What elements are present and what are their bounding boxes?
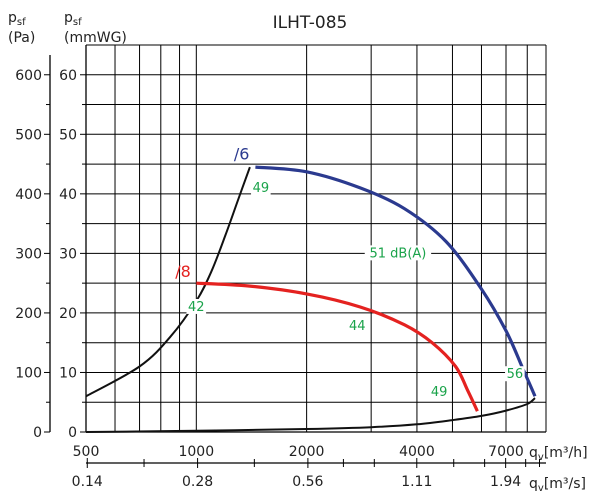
y-tick-label-pa: 0: [33, 425, 42, 441]
y-tick-label-mm: 0: [68, 425, 77, 441]
chart-title: ILHT-085: [273, 13, 348, 33]
y-tick-label-mm: 40: [59, 187, 77, 203]
x-tick-label-m3s: 0.28: [182, 474, 213, 490]
x-tick-label-m3h: 1000: [178, 444, 214, 460]
y-tick-label-pa: 600: [15, 68, 42, 84]
y-tick-label-pa: 100: [15, 365, 42, 381]
x-tick-label-m3s: 1.94: [490, 474, 521, 490]
y-tick-label-pa: 300: [15, 246, 42, 262]
x-axis-label-m3s: qv[m³/s]: [529, 476, 586, 494]
chart-labels: /6/8 49 51 dB(A) 42 44 49 56: [175, 144, 525, 400]
sound-level-label: 42: [188, 300, 205, 315]
y-tick-label-pa: 500: [15, 127, 42, 143]
speed-label: /6: [234, 144, 250, 163]
y-tick-label-pa: 200: [15, 306, 42, 322]
y-tick-label-mm: 50: [59, 127, 77, 143]
x-tick-label-m3s: 0.14: [72, 474, 103, 490]
sound-level-label: 56: [507, 367, 524, 382]
system-curve-line: [85, 397, 536, 433]
y-tick-label-pa: 400: [15, 187, 42, 203]
system-curve-line: [85, 166, 251, 398]
sound-label-background: [364, 245, 432, 261]
sound-label-background: [429, 384, 449, 400]
sound-level-label: 49: [431, 385, 448, 400]
sound-label-background: [186, 298, 207, 314]
y-axis-label-mm: psf: [64, 10, 82, 28]
sound-level-label: 51 dB(A): [370, 246, 427, 261]
chart-grid: [86, 44, 546, 432]
speed-label: /8: [175, 262, 191, 281]
y-axis-unit-mm: (mmWG): [64, 30, 127, 46]
x-tick-label-m3h: 2000: [289, 444, 325, 460]
sound-label-background: [505, 366, 525, 382]
y-axis-unit-pa: (Pa): [8, 30, 35, 46]
fan-curve-speed-6: [255, 165, 537, 397]
x-tick-label-m3h: 7000: [488, 444, 524, 460]
chart-curves: [85, 165, 537, 433]
y-axis-label-pa: psf: [8, 10, 26, 28]
x-tick-label-m3s: 1.11: [401, 474, 432, 490]
y-tick-label-mm: 30: [59, 246, 77, 262]
fan-curve-speed-8: [196, 281, 479, 412]
x-tick-label-m3h: 500: [73, 444, 100, 460]
y-tick-label-mm: 10: [59, 365, 77, 381]
sound-label-background: [251, 179, 271, 195]
y-tick-label-mm: 20: [59, 306, 77, 322]
x-tick-label-m3h: 4000: [399, 444, 435, 460]
sound-label-background: [347, 317, 368, 333]
sound-level-label: 44: [349, 319, 366, 334]
y-tick-label-mm: 60: [59, 68, 77, 84]
x-axis-label-m3h: qv[m³/h]: [529, 445, 588, 463]
x-tick-label-m3s: 0.56: [292, 474, 323, 490]
sound-level-label: 49: [253, 181, 270, 196]
